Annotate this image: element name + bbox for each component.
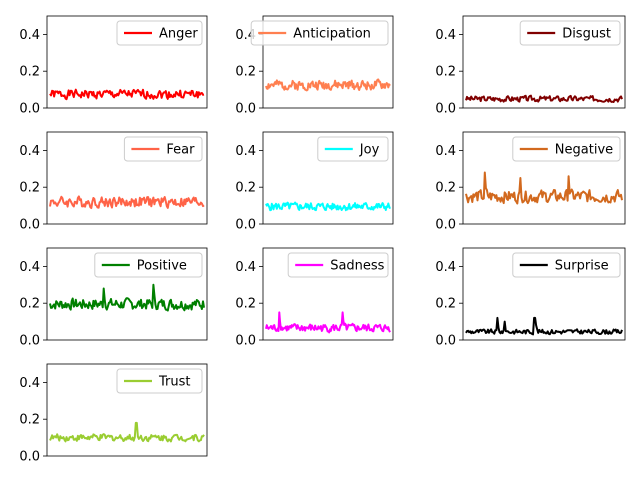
- y-tick-label: 0.0: [435, 102, 456, 117]
- legend-label: Negative: [555, 143, 613, 158]
- y-tick-label: 0.4: [435, 144, 456, 159]
- legend-label: Joy: [359, 143, 380, 158]
- legend-label: Disgust: [562, 27, 611, 42]
- y-tick-label: 0.0: [19, 450, 40, 465]
- legend: Disgust: [519, 20, 621, 46]
- legend-box: [317, 136, 389, 162]
- series-line-trust: [49, 421, 205, 443]
- y-tick-label: 0.4: [235, 260, 256, 275]
- y-tick-label: 0.4: [235, 144, 256, 159]
- axes-frame: [262, 131, 394, 225]
- legend-box: [250, 20, 389, 46]
- legend: Anticipation: [250, 20, 389, 46]
- axes-frame: [462, 247, 626, 341]
- legend-label: Surprise: [555, 259, 609, 274]
- y-tick-label: 0.4: [19, 260, 40, 275]
- axes-frame: [462, 131, 626, 225]
- series-line-anticipation: [265, 78, 391, 92]
- y-tick-label: 0.4: [19, 144, 40, 159]
- subplot-trust: 0.0 0.2 0.4 Trust: [19, 363, 208, 465]
- y-tick-label: 0.2: [19, 65, 40, 80]
- y-tick-label: 0.0: [19, 334, 40, 349]
- legend-label: Anticipation: [293, 27, 371, 42]
- y-tick-label: 0.4: [19, 376, 40, 391]
- y-tick-label: 0.0: [235, 218, 256, 233]
- axes-frame: [46, 363, 208, 457]
- legend: Fear: [123, 136, 203, 162]
- y-tick-label: 0.2: [435, 65, 456, 80]
- series-line-disgust: [465, 94, 623, 103]
- y-tick-label: 0.2: [235, 181, 256, 196]
- y-tick-label: 0.0: [435, 334, 456, 349]
- y-tick-label: 0.0: [19, 102, 40, 117]
- legend: Surprise: [512, 252, 621, 278]
- series-line-surprise: [465, 316, 623, 336]
- legend: Sadness: [287, 252, 389, 278]
- subplot-sadness: 0.0 0.2 0.4 Sadness: [235, 247, 394, 349]
- axes-frame: [46, 131, 208, 225]
- subplot-anger: 0.0 0.2 0.4 Anger: [19, 15, 208, 117]
- subplot-positive: 0.0 0.2 0.4 Positive: [19, 247, 208, 349]
- legend-box: [512, 136, 621, 162]
- legend-label: Positive: [137, 259, 187, 274]
- series-line-fear: [49, 195, 205, 210]
- legend-label: Fear: [166, 143, 195, 158]
- axes-frame: [262, 15, 394, 109]
- y-tick-label: 0.2: [435, 297, 456, 312]
- legend-box: [123, 136, 203, 162]
- legend: Joy: [317, 136, 389, 162]
- subplot-disgust: 0.0 0.2 0.4 Disgust: [435, 15, 626, 117]
- legend: Anger: [116, 20, 203, 46]
- legend-label: Sadness: [330, 259, 384, 274]
- legend-box: [116, 368, 203, 394]
- axes-frame: [462, 15, 626, 109]
- y-tick-label: 0.2: [235, 297, 256, 312]
- y-tick-label: 0.2: [19, 297, 40, 312]
- legend: Trust: [116, 368, 203, 394]
- series-line-positive: [49, 283, 205, 312]
- legend-box: [519, 20, 621, 46]
- y-tick-label: 0.2: [19, 181, 40, 196]
- series-line-joy: [265, 201, 391, 212]
- legend-box: [116, 20, 203, 46]
- y-tick-label: 0.2: [435, 181, 456, 196]
- legend-label: Trust: [158, 375, 190, 390]
- legend: Negative: [512, 136, 621, 162]
- subplot-negative: 0.0 0.2 0.4 Negative: [435, 131, 626, 233]
- y-tick-label: 0.2: [19, 413, 40, 428]
- y-tick-label: 0.0: [235, 334, 256, 349]
- subplot-surprise: 0.0 0.2 0.4 Surprise: [435, 247, 626, 349]
- series-line-negative: [465, 171, 623, 205]
- legend: Positive: [94, 252, 203, 278]
- legend-box: [512, 252, 621, 278]
- subplot-anticipation: 0.00.20.4 Anticipation: [235, 15, 394, 117]
- axes-frame: [262, 247, 394, 341]
- y-tick-label: 0.4: [435, 260, 456, 275]
- y-tick-label: 0.4: [19, 28, 40, 43]
- legend-label: Anger: [159, 27, 198, 42]
- series-line-anger: [49, 88, 205, 101]
- y-tick-label: 0.4: [435, 28, 456, 43]
- y-tick-label: 0.0: [435, 218, 456, 233]
- legend-box: [287, 252, 389, 278]
- series-line-sadness: [265, 311, 391, 334]
- y-tick-label: 0.0: [235, 102, 256, 117]
- subplot-joy: 0.0 0.2 0.4 Joy: [235, 131, 394, 233]
- y-tick-label: 0.2: [235, 65, 256, 80]
- subplot-fear: 0.0 0.2 0.4 Fear: [19, 131, 208, 233]
- legend-box: [94, 252, 203, 278]
- axes-frame: [46, 247, 208, 341]
- y-tick-label: 0.0: [19, 218, 40, 233]
- axes-frame: [46, 15, 208, 109]
